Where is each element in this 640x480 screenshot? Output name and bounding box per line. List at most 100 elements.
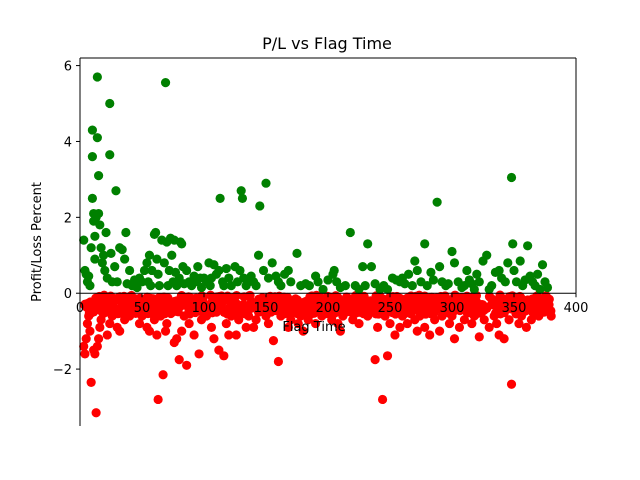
profit-point: [404, 269, 414, 279]
profit-point: [472, 269, 482, 279]
loss-point: [204, 303, 214, 313]
profit-point: [94, 208, 104, 219]
loss-point: [122, 299, 132, 310]
chart-title: P/L vs Flag Time: [262, 34, 392, 53]
profit-point: [420, 239, 430, 249]
loss-point: [209, 334, 219, 344]
loss-point: [544, 303, 554, 313]
data-points: [79, 72, 556, 418]
profit-point: [151, 227, 161, 238]
loss-point: [139, 303, 150, 313]
y-tick-label: −2: [53, 363, 72, 378]
loss-point: [395, 322, 405, 332]
profit-point: [382, 284, 393, 295]
profit-point: [366, 262, 376, 272]
loss-point: [100, 299, 110, 310]
profit-point: [90, 231, 100, 241]
loss-point: [432, 303, 442, 313]
loss-point: [258, 299, 269, 310]
x-tick-label: 150: [254, 301, 279, 316]
loss-point: [459, 315, 469, 325]
loss-point: [80, 349, 90, 359]
profit-point: [79, 235, 89, 245]
profit-point: [110, 262, 120, 272]
loss-point: [397, 311, 407, 321]
loss-point: [153, 394, 163, 405]
profit-point: [329, 265, 339, 276]
data-point: [106, 291, 116, 301]
profit-point: [462, 265, 472, 276]
profit-point: [205, 281, 215, 291]
loss-point: [221, 318, 231, 329]
loss-point: [229, 303, 239, 313]
profit-point: [503, 258, 513, 268]
loss-point: [132, 299, 142, 310]
loss-point: [439, 307, 450, 317]
loss-point: [102, 330, 112, 340]
loss-point: [182, 360, 192, 370]
profit-point: [412, 265, 422, 276]
profit-point: [487, 281, 497, 291]
profit-point: [94, 171, 104, 181]
profit-point: [221, 263, 231, 274]
loss-point: [402, 318, 412, 329]
profit-point: [428, 275, 438, 285]
profit-point: [508, 239, 518, 249]
profit-point: [146, 281, 156, 291]
data-point: [222, 291, 233, 301]
loss-point: [96, 315, 106, 325]
loss-point: [479, 315, 489, 325]
y-tick-label: 0: [64, 287, 72, 302]
profit-point: [286, 277, 296, 287]
loss-point: [90, 349, 100, 359]
loss-point: [293, 318, 303, 329]
loss-point: [454, 322, 465, 332]
profit-point: [542, 282, 553, 293]
loss-point: [251, 315, 261, 325]
profit-point: [87, 152, 97, 162]
loss-point: [354, 318, 364, 329]
x-tick-label: 400: [564, 301, 589, 316]
profit-point: [535, 284, 545, 295]
loss-point: [82, 318, 93, 329]
profit-point: [276, 281, 286, 291]
loss-point: [430, 315, 440, 325]
loss-point: [239, 299, 249, 310]
loss-point: [81, 334, 91, 344]
profit-point: [515, 256, 525, 266]
loss-point: [392, 299, 403, 310]
profit-point: [112, 277, 122, 287]
profit-point: [152, 254, 162, 264]
profit-point: [95, 220, 105, 230]
profit-point: [261, 178, 271, 188]
profit-point: [432, 197, 442, 207]
data-point: [115, 292, 125, 302]
profit-point: [105, 98, 115, 109]
profit-point: [267, 258, 277, 268]
y-axis-title: Profit/Loss Percent: [30, 182, 45, 302]
data-point: [176, 291, 187, 301]
loss-point: [246, 303, 256, 313]
profit-point: [98, 250, 109, 260]
data-point: [332, 292, 343, 302]
data-point: [342, 292, 352, 302]
profit-point: [139, 265, 150, 276]
profit-point: [313, 277, 323, 287]
loss-point: [311, 318, 321, 329]
loss-point: [147, 307, 157, 317]
profit-point: [100, 265, 110, 276]
profit-point: [318, 284, 328, 295]
data-point: [257, 293, 267, 303]
loss-point: [375, 303, 385, 313]
profit-point: [215, 193, 225, 203]
profit-point: [426, 267, 436, 277]
loss-point: [385, 318, 395, 329]
loss-point: [382, 351, 393, 361]
loss-point: [152, 330, 162, 340]
y-tick-label: 6: [64, 60, 72, 75]
profit-point: [422, 281, 432, 291]
data-point: [205, 290, 216, 300]
loss-point: [144, 326, 155, 336]
x-tick-label: 350: [502, 301, 527, 316]
loss-point: [407, 299, 417, 310]
